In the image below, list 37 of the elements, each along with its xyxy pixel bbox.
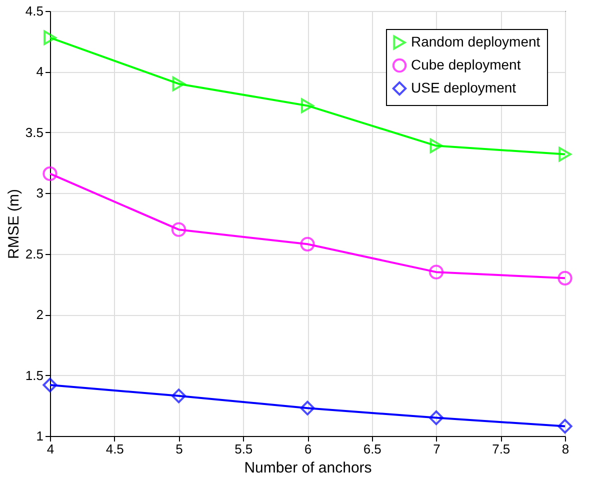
x-tick-label: 6 [304,442,312,456]
x-tick-label: 4 [46,442,54,456]
x-tick-label: 6.5 [363,442,382,456]
point [172,76,186,92]
y-tick-label: 1.5 [25,368,44,383]
point [428,410,444,426]
point [300,400,315,416]
y-tick-label: 3 [36,186,44,201]
legend-label: USE deployment [411,80,516,96]
x-tick-label: 8 [562,442,570,456]
legend-label: Random deployment [411,34,540,50]
point [428,264,444,280]
point [301,98,314,114]
point [171,388,186,404]
y-tick-label: 3.5 [25,124,44,140]
x-tick-label: 7 [433,442,440,456]
point [558,146,572,162]
point [42,378,58,392]
y-tick-label: 1 [36,428,44,444]
x-axis-title: Number of anchors [244,460,372,476]
y-tick-label: 4.5 [25,4,44,18]
y-tick-label: 2.5 [25,246,44,262]
point [558,270,572,286]
point [558,418,572,434]
y-tick-label: 2 [36,307,44,322]
x-tick-label: 5 [176,442,183,456]
point [42,166,58,182]
legend-label: Cube deployment [411,56,521,72]
x-tick-label: 7.5 [492,442,510,456]
point [430,138,443,154]
point [171,222,186,237]
point [44,30,56,46]
x-tick-label: 5.5 [234,442,253,456]
y-tick-label: 4 [36,64,44,80]
y-axis-title: RMSE (m) [5,189,22,259]
point [300,236,315,252]
x-tick-label: 4.5 [106,442,124,456]
